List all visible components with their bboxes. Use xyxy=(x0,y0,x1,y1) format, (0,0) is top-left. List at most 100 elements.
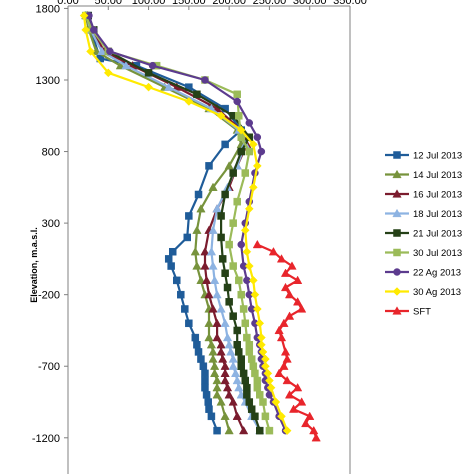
data-point-marker xyxy=(235,112,243,120)
data-point-marker xyxy=(233,341,241,349)
data-point-marker xyxy=(218,354,228,363)
legend-label: 18 Jul 2013 xyxy=(413,209,462,220)
data-point-marker xyxy=(212,390,222,399)
data-point-marker xyxy=(216,111,226,121)
data-point-marker xyxy=(280,268,291,277)
data-point-marker xyxy=(177,290,185,299)
data-point-marker xyxy=(258,347,268,357)
data-point-marker xyxy=(224,390,234,399)
data-point-marker xyxy=(121,60,131,70)
data-point-marker xyxy=(279,318,289,327)
y-axis-title: Elevation, m.a.s.l. xyxy=(29,227,39,303)
data-point-marker xyxy=(237,240,245,249)
data-point-marker xyxy=(293,275,303,284)
data-point-marker xyxy=(243,391,251,399)
data-point-marker xyxy=(205,405,213,413)
data-point-marker xyxy=(79,11,89,20)
y-tick-label: 800 xyxy=(42,147,60,159)
data-point-marker xyxy=(230,368,241,377)
data-point-marker xyxy=(293,297,303,306)
data-point-marker xyxy=(210,275,220,284)
legend-item: 21 Jul 2013 xyxy=(385,229,462,240)
data-point-marker xyxy=(222,382,233,392)
data-point-marker xyxy=(245,398,254,406)
legend-item: 12 Jul 2013 xyxy=(385,151,462,162)
data-point-marker xyxy=(184,97,194,106)
data-point-marker xyxy=(245,147,254,156)
data-point-marker xyxy=(193,90,201,99)
data-point-marker xyxy=(237,147,245,156)
data-point-marker xyxy=(237,362,245,370)
data-point-marker xyxy=(144,69,153,77)
data-point-marker xyxy=(206,340,217,349)
data-point-marker xyxy=(249,362,258,370)
data-point-marker xyxy=(252,161,262,171)
data-point-marker xyxy=(192,261,202,270)
axes: 0.00 50.00 100.00 150.00 200.00 250.00 300.00 3… xyxy=(32,0,367,474)
data-point-marker xyxy=(212,332,222,342)
data-point-marker xyxy=(199,362,208,370)
data-point-marker xyxy=(201,76,209,84)
data-point-marker xyxy=(237,290,245,299)
data-point-marker xyxy=(228,361,238,370)
x-tick-label: 100.00 xyxy=(132,0,166,7)
data-point-marker xyxy=(393,229,401,237)
data-point-marker xyxy=(200,247,210,256)
data-point-marker xyxy=(196,204,206,213)
data-point-marker xyxy=(90,26,98,34)
data-point-marker xyxy=(223,283,232,292)
data-point-marker xyxy=(253,133,262,141)
data-point-marker xyxy=(194,348,203,356)
data-point-marker xyxy=(208,261,218,270)
data-point-marker xyxy=(241,169,250,177)
data-point-marker xyxy=(200,261,210,270)
data-point-marker xyxy=(392,306,402,315)
data-point-marker xyxy=(224,340,234,349)
x-tick-label: 300.00 xyxy=(293,0,327,7)
data-point-marker xyxy=(251,369,259,378)
legend-item: 22 Ag 2013 xyxy=(385,268,461,279)
data-point-marker xyxy=(393,268,401,276)
data-point-marker xyxy=(274,368,284,377)
data-point-marker xyxy=(97,46,107,55)
data-point-marker xyxy=(212,318,222,327)
data-point-marker xyxy=(229,312,237,320)
data-point-marker xyxy=(253,383,262,392)
data-point-marker xyxy=(311,433,321,442)
data-point-marker xyxy=(220,411,230,420)
data-point-marker xyxy=(256,426,264,435)
data-point-marker xyxy=(201,383,209,392)
data-point-marker xyxy=(265,426,274,435)
x-tick-label: 250.00 xyxy=(253,0,287,7)
legend-label: SFT xyxy=(413,307,431,318)
series-30-jul-2013 xyxy=(81,11,274,435)
data-point-marker xyxy=(183,233,191,242)
data-point-marker xyxy=(216,347,226,356)
data-point-marker xyxy=(191,333,200,342)
data-point-marker xyxy=(235,276,243,285)
data-point-marker xyxy=(205,162,213,170)
data-point-marker xyxy=(265,376,274,385)
data-point-marker xyxy=(257,147,266,156)
data-point-marker xyxy=(232,375,242,385)
data-point-marker xyxy=(115,60,125,70)
data-point-marker xyxy=(280,347,291,356)
data-point-marker xyxy=(225,240,233,249)
data-point-marker xyxy=(252,304,262,314)
data-point-marker xyxy=(208,304,218,313)
data-point-marker xyxy=(243,383,251,392)
data-point-marker xyxy=(301,418,311,428)
data-point-marker xyxy=(266,383,276,393)
data-point-marker xyxy=(210,368,220,377)
data-point-marker xyxy=(212,289,222,299)
data-point-marker xyxy=(243,333,251,342)
x-tick-label: 50.00 xyxy=(95,0,123,7)
data-point-marker xyxy=(239,425,249,435)
data-point-marker xyxy=(201,369,209,378)
data-point-marker xyxy=(167,262,175,270)
data-point-marker xyxy=(185,212,193,220)
data-point-marker xyxy=(247,355,256,363)
data-point-marker xyxy=(221,269,229,277)
data-point-marker xyxy=(284,311,295,320)
